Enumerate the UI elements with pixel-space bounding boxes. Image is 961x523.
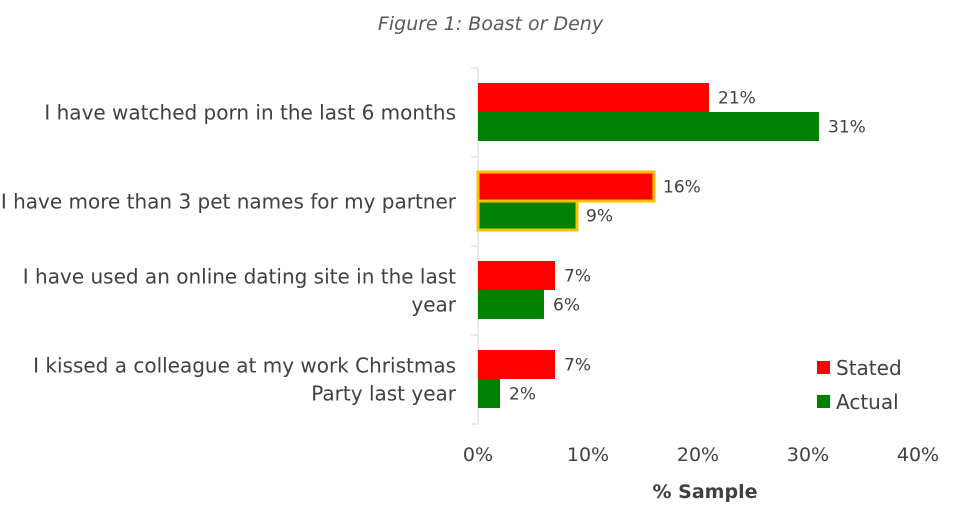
bar-actual-2	[476, 199, 579, 232]
x-tick-label: 30%	[787, 444, 829, 466]
bar-stated-2	[476, 170, 656, 203]
category-label: I kissed a colleague at my work Christma…	[33, 354, 456, 378]
data-label: 9%	[586, 207, 613, 227]
x-tick-label: 10%	[567, 444, 609, 466]
category-label: I have watched porn in the last 6 months	[44, 101, 456, 125]
category-label: Party last year	[311, 382, 457, 406]
data-label: 7%	[564, 356, 591, 376]
bar-actual-1	[478, 112, 819, 141]
bar-stated-3	[478, 261, 555, 290]
data-label: 31%	[828, 118, 866, 138]
x-axis-title: % Sample	[653, 481, 758, 503]
bar-actual-3	[478, 290, 544, 319]
legend-label: Stated	[836, 356, 902, 380]
chart-title: Figure 1: Boast or Deny	[377, 13, 604, 35]
category-label: I have more than 3 pet names for my part…	[1, 190, 457, 214]
legend-label: Actual	[836, 390, 899, 414]
bar-stated-4	[478, 350, 555, 379]
data-label: 2%	[509, 385, 536, 405]
data-label: 16%	[663, 178, 701, 198]
x-tick-label: 20%	[677, 444, 719, 466]
x-tick-label: 40%	[897, 444, 939, 466]
legend-swatch-actual	[817, 395, 830, 408]
data-label: 21%	[718, 89, 756, 109]
category-label: year	[411, 293, 456, 317]
legend-swatch-stated	[817, 361, 830, 374]
x-tick-label: 0%	[463, 444, 493, 466]
bar-actual-4	[478, 379, 500, 408]
bar-stated-1	[478, 83, 709, 112]
data-label: 7%	[564, 267, 591, 287]
data-label: 6%	[553, 296, 580, 316]
category-label: I have used an online dating site in the…	[23, 265, 456, 289]
